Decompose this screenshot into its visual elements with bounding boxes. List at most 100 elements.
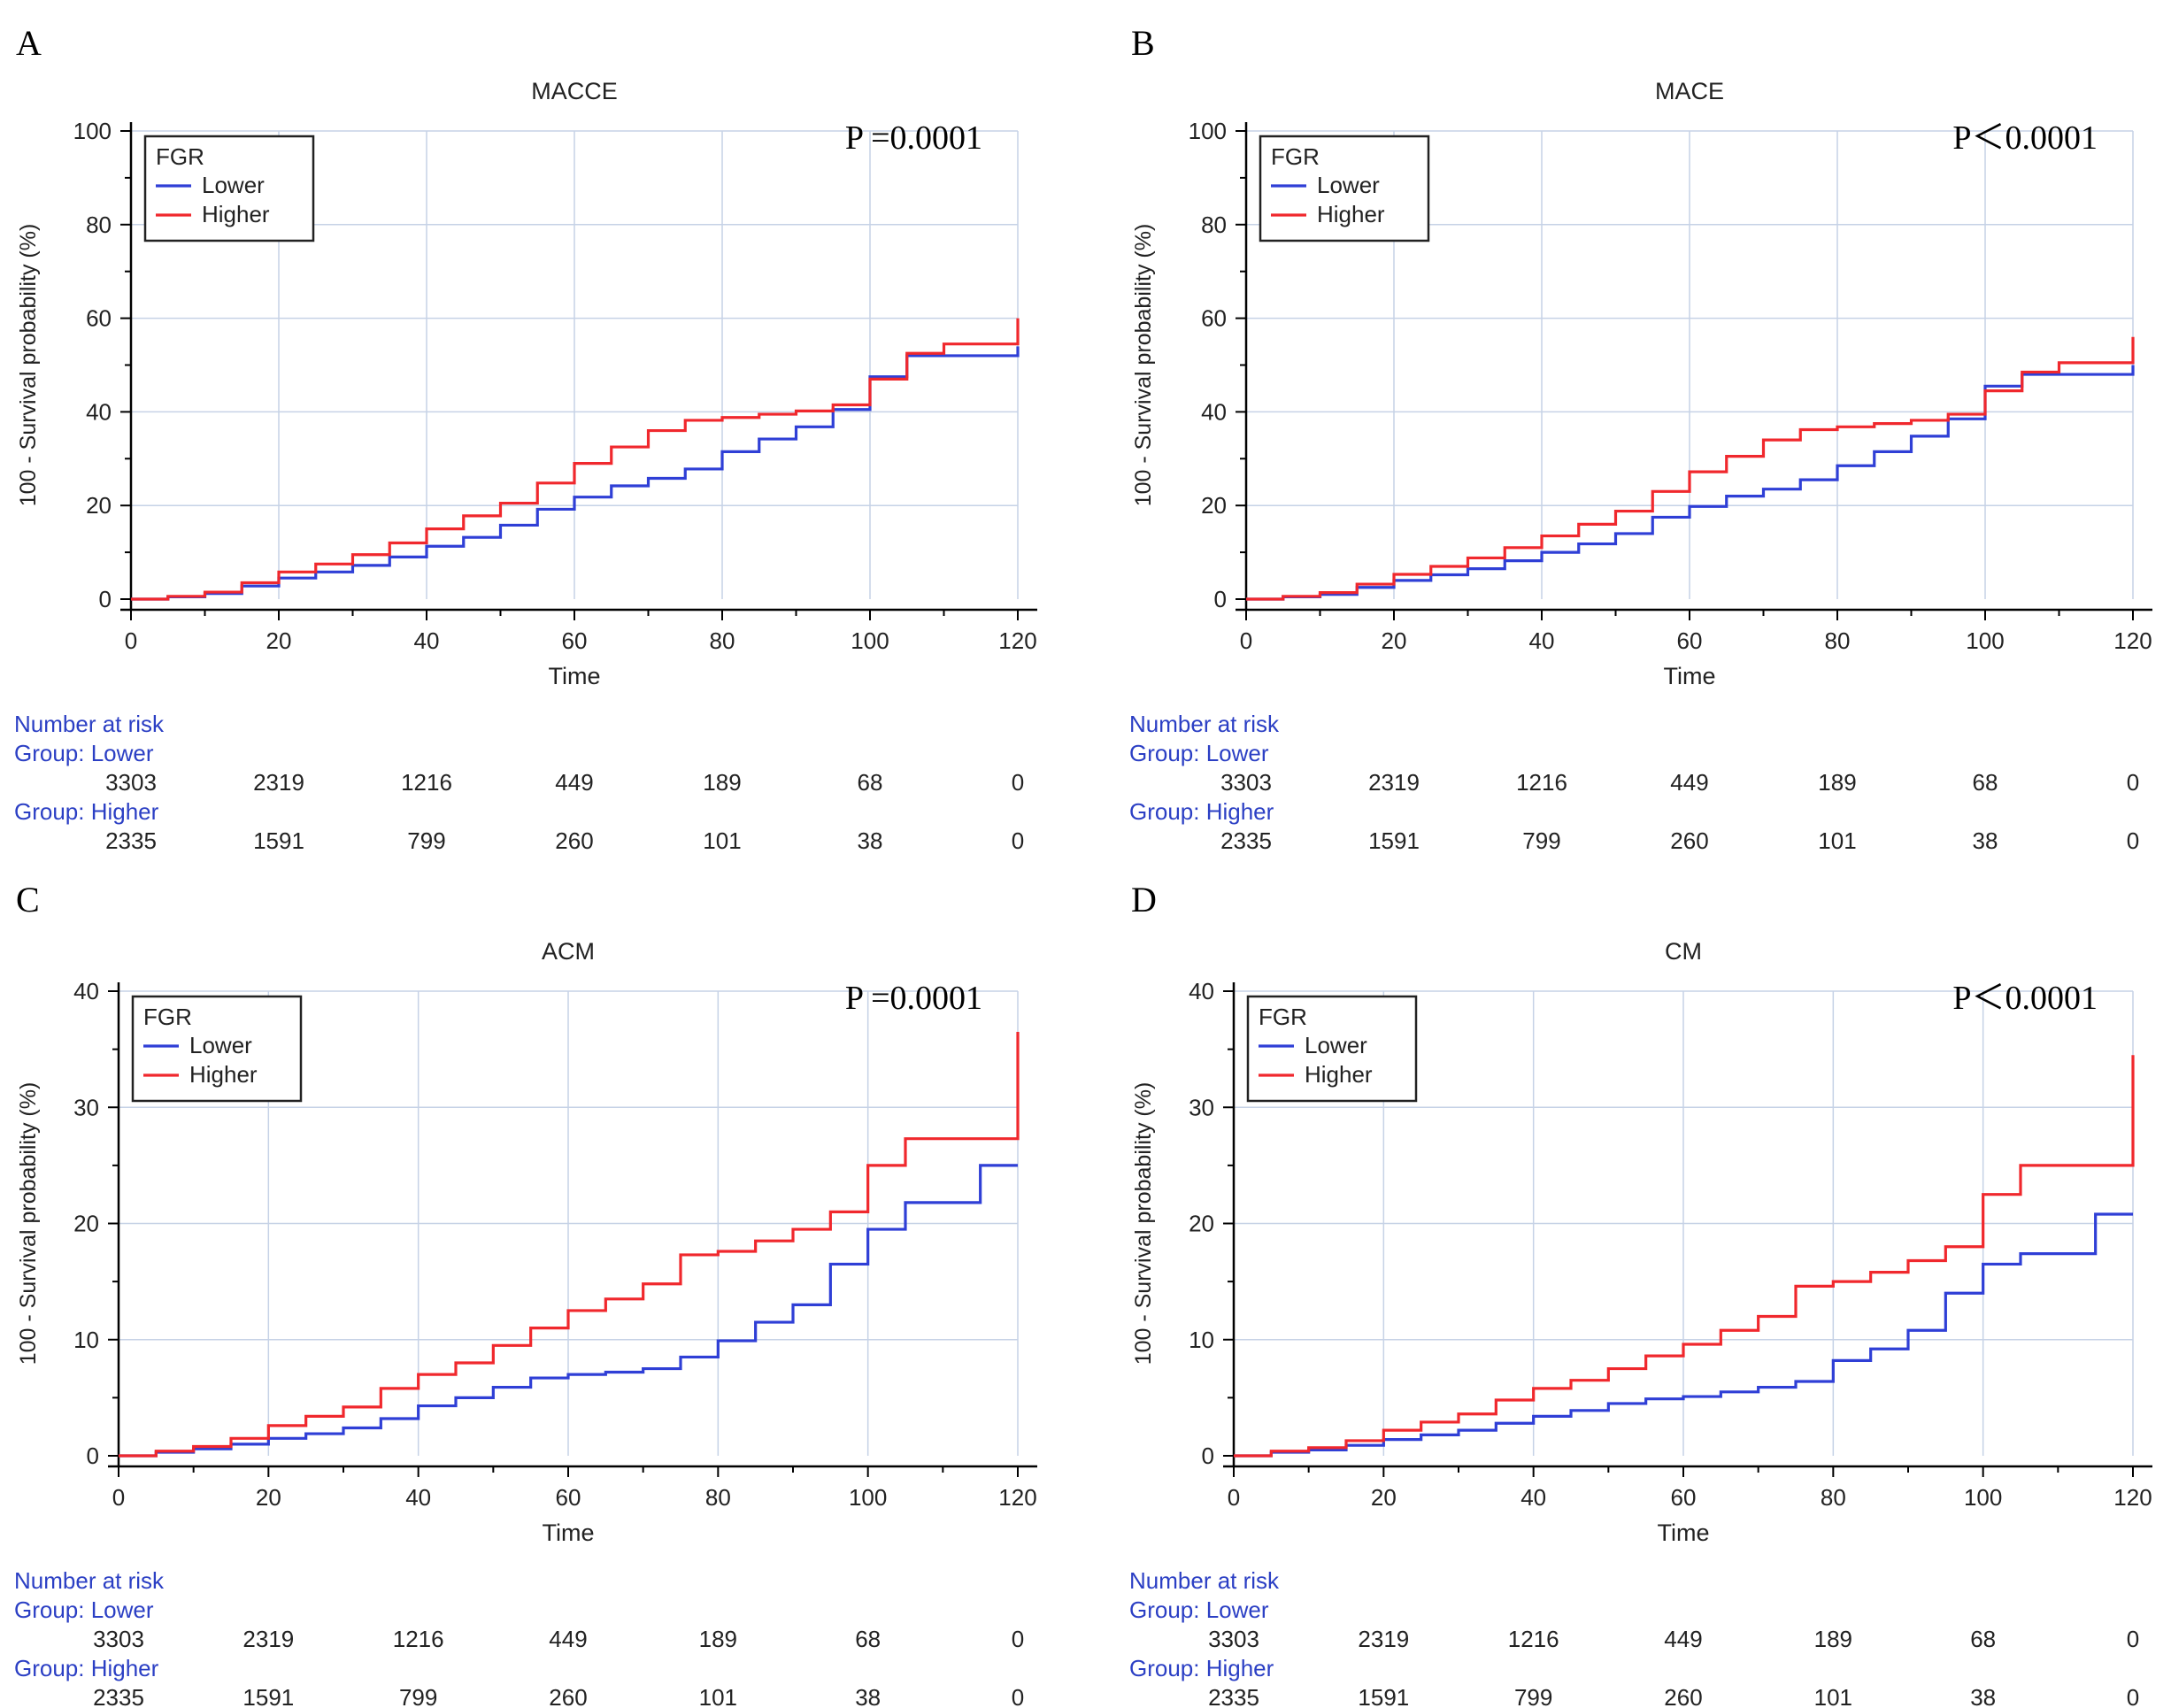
risk-count: 38	[1973, 827, 1998, 854]
x-tick-label: 60	[562, 627, 588, 654]
km-curve-lower	[119, 1164, 1018, 1458]
risk-count: 260	[549, 1684, 587, 1708]
risk-count: 260	[1664, 1684, 1702, 1708]
x-tick-label: 40	[405, 1484, 431, 1511]
panel-a: A MACCE 0 20 40 60 80 100 0 20 40 60 80 100 120 Time 100…	[14, 23, 1037, 854]
risk-count: 189	[703, 769, 741, 796]
y-tick-label: 40	[86, 398, 112, 425]
y-axis-label: 100 - Survival probability (%)	[16, 1082, 41, 1366]
legend-label-lower: Lower	[1305, 1032, 1367, 1058]
x-tick-label: 20	[266, 627, 292, 654]
x-tick-label: 100	[1964, 1484, 2002, 1511]
legend-label-higher: Higher	[1317, 201, 1385, 227]
x-tick-label: 60	[556, 1484, 581, 1511]
risk-count: 0	[1012, 769, 1024, 796]
y-tick-label: 0	[1214, 586, 1227, 612]
x-tick-label: 0	[125, 627, 137, 654]
x-tick-label: 80	[1825, 627, 1851, 654]
risk-count: 799	[399, 1684, 437, 1708]
risk-count: 68	[1973, 769, 1998, 796]
risk-count: 101	[1814, 1684, 1852, 1708]
x-tick-label: 0	[1240, 627, 1252, 654]
x-tick-label: 60	[1671, 1484, 1697, 1511]
km-curve-higher	[131, 318, 1020, 601]
x-tick-label: 0	[1228, 1484, 1240, 1511]
km-curve-higher	[119, 1031, 1020, 1458]
y-axis-label: 100 - Survival probability (%)	[16, 224, 41, 507]
risk-count: 799	[1514, 1684, 1552, 1708]
chart-title: MACCE	[531, 78, 618, 104]
x-tick-label: 120	[2113, 627, 2152, 654]
risk-count: 38	[858, 827, 883, 854]
risk-group-label: Group: Lower	[14, 740, 154, 766]
panel-c: C ACM 0 10 20 30 40 0 20 40 60 80 100 120 Time 100 - Su…	[14, 880, 1037, 1708]
y-tick-label: 40	[1189, 978, 1214, 1004]
p-value: P＜0.0001	[1952, 119, 2098, 157]
risk-count: 1591	[1358, 1684, 1409, 1708]
risk-count: 0	[2127, 769, 2139, 796]
risk-group-label: Group: Higher	[1129, 798, 1274, 825]
x-tick-label: 40	[1529, 627, 1555, 654]
risk-table-header: Number at risk	[14, 711, 165, 737]
risk-count: 2335	[105, 827, 157, 854]
y-tick-label: 0	[99, 586, 112, 612]
x-axis-label: Time	[1664, 663, 1716, 689]
y-tick-label: 20	[1189, 1211, 1214, 1237]
y-tick-label: 10	[73, 1327, 99, 1353]
risk-count: 2319	[1368, 769, 1420, 796]
risk-count: 1591	[243, 1684, 294, 1708]
y-tick-label: 60	[1201, 305, 1227, 332]
y-tick-label: 80	[86, 212, 112, 238]
risk-table-header: Number at risk	[1129, 1567, 1280, 1594]
x-tick-label: 80	[705, 1484, 731, 1511]
risk-count: 68	[855, 1626, 881, 1652]
y-tick-label: 20	[86, 492, 112, 519]
risk-count: 260	[1670, 827, 1708, 854]
y-tick-label: 30	[1189, 1094, 1214, 1120]
risk-count: 449	[555, 769, 593, 796]
risk-count: 799	[1522, 827, 1560, 854]
risk-count: 0	[2127, 1684, 2139, 1708]
risk-group-label: Group: Higher	[1129, 1655, 1274, 1681]
x-tick-label: 120	[998, 1484, 1036, 1511]
panel-letter: C	[16, 880, 40, 919]
risk-count: 0	[1012, 827, 1024, 854]
y-tick-label: 20	[73, 1211, 99, 1237]
y-tick-label: 40	[1201, 398, 1227, 425]
risk-count: 38	[855, 1684, 881, 1708]
y-tick-label: 10	[1189, 1327, 1214, 1353]
x-tick-label: 20	[256, 1484, 281, 1511]
risk-count: 1591	[253, 827, 304, 854]
legend-label-higher: Higher	[189, 1061, 258, 1088]
risk-table-header: Number at risk	[14, 1567, 165, 1594]
legend-label-higher: Higher	[1305, 1061, 1373, 1088]
x-tick-label: 100	[851, 627, 889, 654]
legend-label-lower: Lower	[189, 1032, 252, 1058]
risk-count: 3303	[93, 1626, 144, 1652]
risk-count: 1216	[1508, 1626, 1559, 1652]
x-tick-label: 80	[1821, 1484, 1846, 1511]
risk-count: 1216	[393, 1626, 444, 1652]
x-tick-label: 40	[1520, 1484, 1546, 1511]
legend-title: FGR	[156, 143, 204, 170]
risk-count: 3303	[1208, 1626, 1259, 1652]
x-tick-label: 80	[710, 627, 735, 654]
risk-count: 1216	[401, 769, 452, 796]
panel-letter: D	[1131, 880, 1157, 919]
risk-count: 449	[1670, 769, 1708, 796]
risk-count: 3303	[1220, 769, 1272, 796]
x-tick-label: 60	[1677, 627, 1703, 654]
risk-count: 1216	[1516, 769, 1567, 796]
panel-letter: B	[1131, 23, 1155, 63]
y-tick-label: 80	[1201, 212, 1227, 238]
risk-group-label: Group: Higher	[14, 1655, 159, 1681]
x-axis-label: Time	[1658, 1520, 1710, 1546]
km-curve-higher	[1246, 336, 2135, 601]
risk-count: 449	[549, 1626, 587, 1652]
risk-count: 2319	[253, 769, 304, 796]
risk-count: 189	[699, 1626, 737, 1652]
risk-count: 3303	[105, 769, 157, 796]
risk-group-label: Group: Lower	[1129, 1596, 1269, 1623]
panel-d: D CM 0 10 20 30 40 0 20 40 60 80 100 120 Time 100 - Sur…	[1129, 880, 2152, 1708]
